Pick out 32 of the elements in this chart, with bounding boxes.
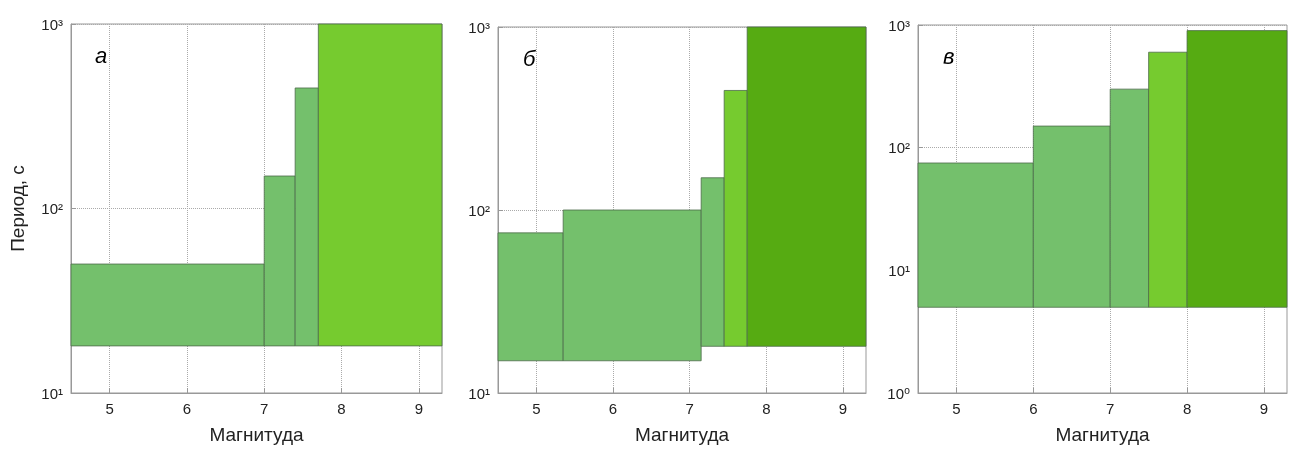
x-axis-title: Магнитуда xyxy=(1055,424,1150,445)
y-tick-label: 10¹ xyxy=(41,384,63,402)
x-tick-label: 8 xyxy=(1182,400,1192,417)
annotation: а xyxy=(95,42,108,68)
y-tick-label: 10² xyxy=(41,200,63,217)
y-axis-title: Период, с xyxy=(7,165,28,252)
x-tick-label: 6 xyxy=(1029,400,1038,417)
x-tick-label: 6 xyxy=(182,400,192,417)
annotation: б xyxy=(523,45,537,71)
y-tick-label: 10³ xyxy=(468,18,490,36)
y-tick-label: 10⁰ xyxy=(887,384,910,402)
y-tick-label: 10² xyxy=(888,139,910,157)
x-tick-label: 7 xyxy=(260,400,269,417)
x-tick-label: 9 xyxy=(414,400,423,417)
x-tick-label: 9 xyxy=(838,400,848,417)
x-axis-title: Магнитуда xyxy=(634,424,730,445)
y-tick-label: 10³ xyxy=(888,16,910,34)
x-tick-label: 5 xyxy=(952,400,961,417)
x-tick-label: 9 xyxy=(1259,400,1269,417)
x-tick-label: 8 xyxy=(762,400,771,417)
x-tick-label: 7 xyxy=(1106,400,1115,417)
x-tick-label: 5 xyxy=(532,400,541,417)
y-tick-label: 10¹ xyxy=(468,384,490,402)
x-tick-label: 5 xyxy=(105,400,114,417)
annotation: в xyxy=(943,43,955,69)
x-tick-label: 7 xyxy=(685,400,694,417)
y-tick-label: 10³ xyxy=(41,15,63,33)
x-tick-label: 6 xyxy=(608,400,618,417)
y-tick-label: 10¹ xyxy=(888,261,910,279)
y-tick-label: 10² xyxy=(468,201,490,219)
x-axis-title: Магнитуда xyxy=(209,424,304,445)
x-tick-label: 8 xyxy=(337,400,346,417)
